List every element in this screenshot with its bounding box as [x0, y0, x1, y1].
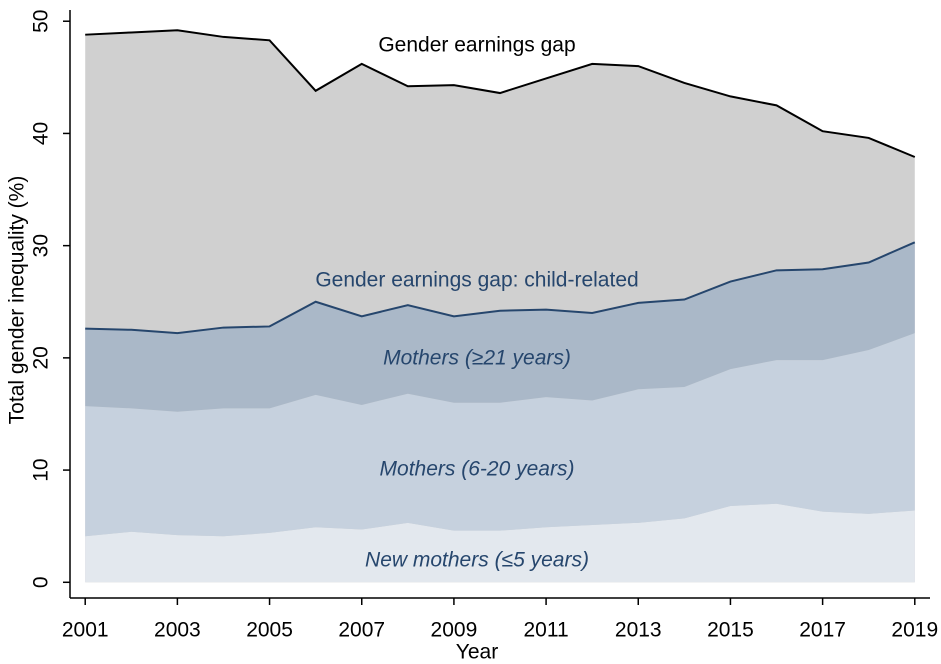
- line: [85, 241, 916, 335]
- x-tick-label: 2019: [891, 619, 938, 642]
- line: [85, 29, 916, 158]
- x-tick-label: 2015: [707, 619, 754, 642]
- area: [85, 503, 915, 583]
- x-tick-label: 2017: [799, 619, 846, 642]
- x-tick-label: 2003: [154, 619, 201, 642]
- area: [85, 242, 915, 412]
- x-tick-label: 2005: [246, 619, 293, 642]
- y-axis-label: Total gender inequality (%): [6, 176, 29, 425]
- x-tick-label: 2007: [338, 619, 385, 642]
- y-tick-label: 0: [30, 576, 53, 588]
- series-label: New mothers (≤5 years): [365, 549, 589, 572]
- y-tick-label: 40: [30, 122, 53, 145]
- x-tick-label: 2011: [524, 619, 569, 642]
- series-label: Gender earnings gap: [378, 34, 575, 57]
- x-tick-label: 2013: [615, 619, 662, 642]
- series-label: Mothers (≥21 years): [383, 347, 571, 370]
- area: [85, 333, 915, 537]
- y-tick-label: 50: [30, 10, 53, 33]
- annotation: Gender earnings gap: child-related: [315, 269, 638, 292]
- x-tick-label: 2001: [62, 619, 109, 642]
- y-tick-label: 20: [30, 346, 53, 369]
- y-tick-label: 30: [30, 234, 53, 257]
- x-axis-label: Year: [456, 641, 498, 664]
- x-tick-label: 2009: [431, 619, 478, 642]
- y-tick-label: 10: [30, 458, 53, 481]
- plot-area: 0 10 20 30 40 50 2001 2003 2005 2007 2009 2011 2013 2…: [30, 10, 939, 642]
- series-label: Mothers (6-20 years): [380, 458, 575, 481]
